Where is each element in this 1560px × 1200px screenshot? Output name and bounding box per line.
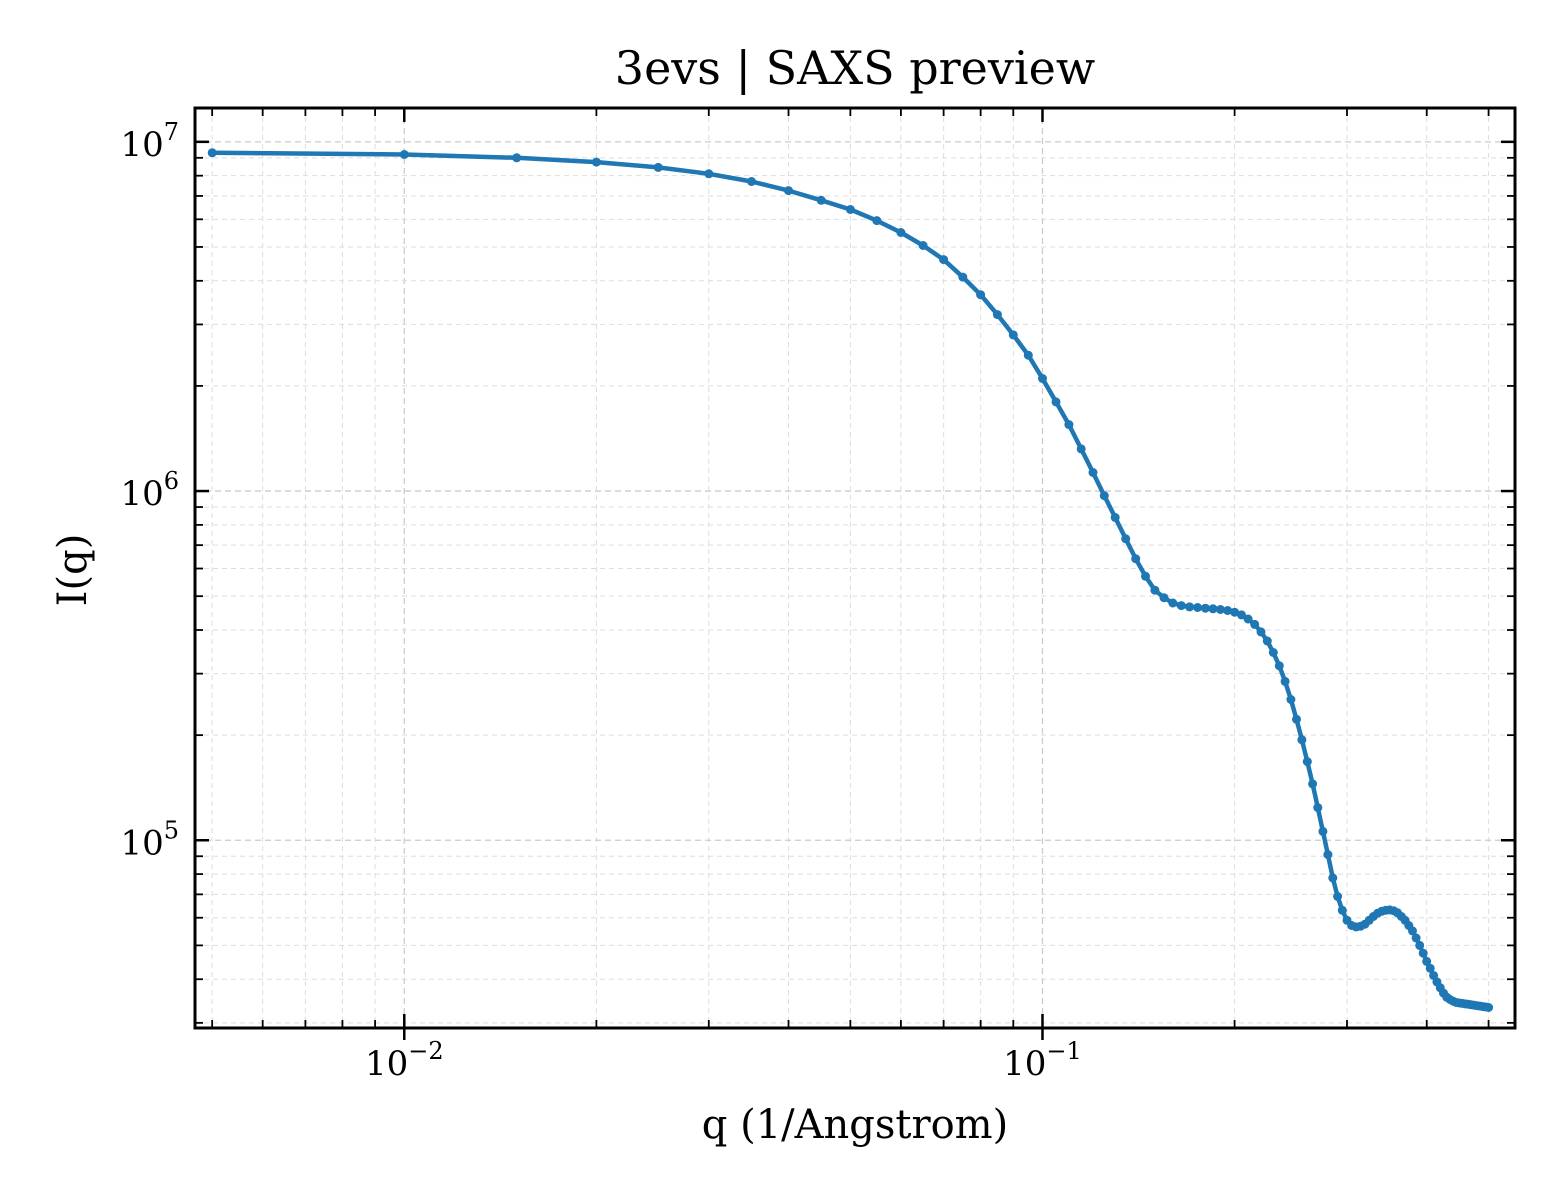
x-tick-label-base: 10 xyxy=(365,1044,408,1084)
data-point xyxy=(1297,735,1307,745)
data-point xyxy=(1256,627,1266,637)
data-point xyxy=(1131,554,1141,564)
data-point xyxy=(784,186,793,196)
data-point xyxy=(1237,610,1246,620)
y-tick-label: 107 xyxy=(120,118,179,165)
data-point xyxy=(1121,534,1131,544)
data-point xyxy=(1411,933,1421,943)
x-axis-label: q (1/Angstrom) xyxy=(702,1102,1008,1148)
data-point xyxy=(1141,571,1150,581)
data-point xyxy=(1250,619,1260,629)
data-series xyxy=(207,148,1494,1012)
data-point xyxy=(872,216,882,226)
x-tick-label-exponent: −1 xyxy=(1046,1037,1081,1065)
x-tick-label: 10−2 xyxy=(365,1037,444,1084)
data-point xyxy=(1308,779,1318,789)
data-point xyxy=(958,272,968,282)
data-point xyxy=(1313,803,1323,813)
chart-title: 3evs | SAXS preview xyxy=(615,41,1095,95)
data-point xyxy=(1286,695,1296,704)
data-point xyxy=(1274,661,1284,671)
axis-ticks xyxy=(195,108,1515,1040)
data-point xyxy=(1333,892,1343,901)
data-point xyxy=(992,310,1002,320)
grid xyxy=(195,108,1515,1028)
data-point xyxy=(1176,601,1186,611)
data-point xyxy=(1185,602,1195,612)
data-point xyxy=(918,241,928,250)
data-point xyxy=(1323,850,1333,860)
data-point xyxy=(1064,420,1074,430)
data-point xyxy=(1280,676,1290,686)
data-point xyxy=(747,177,756,186)
data-point xyxy=(1422,956,1432,966)
data-point xyxy=(1230,607,1240,617)
data-point xyxy=(1099,491,1109,501)
y-tick-label-base: 10 xyxy=(120,125,163,165)
data-point xyxy=(1008,330,1018,340)
y-axis-label: I(q) xyxy=(50,534,96,607)
data-point xyxy=(1223,606,1233,615)
data-point xyxy=(1418,948,1428,958)
data-point xyxy=(653,162,663,172)
data-point xyxy=(1302,757,1312,767)
data-point xyxy=(1292,714,1301,724)
data-point xyxy=(1208,604,1218,614)
data-point xyxy=(1193,603,1203,612)
data-point xyxy=(1150,585,1160,595)
data-point xyxy=(1268,648,1278,657)
data-point xyxy=(976,290,986,300)
y-tick-label-exponent: 7 xyxy=(164,118,179,146)
y-tick-label-exponent: 6 xyxy=(164,467,179,495)
data-point xyxy=(1159,593,1169,603)
data-point xyxy=(1318,826,1328,836)
data-point xyxy=(1200,603,1210,613)
data-point xyxy=(1088,468,1098,477)
data-point xyxy=(1076,444,1086,454)
data-point xyxy=(1243,614,1253,624)
data-point xyxy=(1484,1003,1494,1012)
data-point xyxy=(939,255,949,265)
data-point xyxy=(399,150,409,159)
data-point xyxy=(1415,940,1425,950)
data-point xyxy=(1051,397,1061,407)
data-point xyxy=(1328,873,1338,883)
data-point xyxy=(1215,605,1225,614)
x-tick-label: 10−1 xyxy=(1003,1037,1082,1084)
data-point xyxy=(1168,598,1178,608)
data-point xyxy=(512,153,522,163)
data-point xyxy=(1425,963,1435,973)
data-point xyxy=(845,205,855,214)
y-tick-label-base: 10 xyxy=(120,823,163,863)
data-point xyxy=(704,169,714,179)
data-point xyxy=(1023,350,1033,360)
x-tick-label-base: 10 xyxy=(1003,1044,1046,1084)
y-tick-label: 105 xyxy=(120,816,179,863)
data-point xyxy=(1038,374,1047,383)
data-point xyxy=(1408,926,1417,936)
data-point xyxy=(816,195,826,205)
data-point xyxy=(896,228,906,237)
data-point xyxy=(1110,513,1120,522)
y-tick-label: 106 xyxy=(120,467,179,514)
y-tick-label-exponent: 5 xyxy=(164,816,179,844)
x-tick-label-exponent: −2 xyxy=(408,1037,443,1065)
data-point xyxy=(591,157,601,167)
data-point xyxy=(1337,905,1347,915)
y-tick-label-base: 10 xyxy=(120,474,163,514)
data-point xyxy=(207,148,217,158)
data-point xyxy=(1262,636,1272,646)
